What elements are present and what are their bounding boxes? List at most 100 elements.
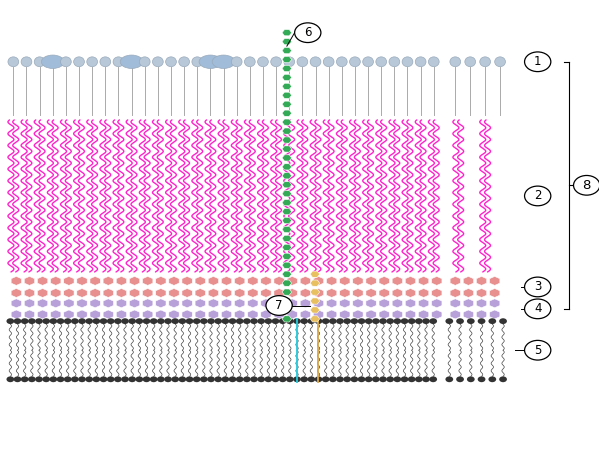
Ellipse shape: [363, 57, 373, 67]
Circle shape: [214, 376, 222, 382]
Ellipse shape: [199, 55, 222, 68]
Circle shape: [358, 376, 365, 382]
Ellipse shape: [152, 57, 163, 67]
Circle shape: [467, 318, 475, 324]
Text: 7: 7: [275, 299, 283, 312]
Circle shape: [207, 318, 215, 324]
Circle shape: [49, 318, 57, 324]
Circle shape: [114, 376, 122, 382]
Ellipse shape: [402, 57, 413, 67]
Circle shape: [56, 318, 64, 324]
Ellipse shape: [8, 57, 19, 67]
Circle shape: [524, 340, 551, 360]
Text: 2: 2: [534, 189, 541, 202]
Circle shape: [467, 376, 475, 382]
Circle shape: [56, 376, 64, 382]
Circle shape: [143, 376, 151, 382]
Circle shape: [107, 318, 115, 324]
Ellipse shape: [113, 57, 124, 67]
Circle shape: [456, 318, 464, 324]
Circle shape: [92, 318, 100, 324]
Circle shape: [415, 376, 423, 382]
Circle shape: [386, 376, 394, 382]
Ellipse shape: [350, 57, 361, 67]
Ellipse shape: [284, 57, 295, 67]
Circle shape: [100, 318, 107, 324]
Text: 6: 6: [304, 26, 311, 39]
Circle shape: [314, 376, 322, 382]
Circle shape: [336, 376, 344, 382]
Circle shape: [415, 318, 423, 324]
Ellipse shape: [100, 57, 110, 67]
Circle shape: [42, 376, 50, 382]
Circle shape: [488, 376, 496, 382]
Ellipse shape: [323, 57, 334, 67]
Circle shape: [236, 376, 244, 382]
Text: 4: 4: [534, 302, 541, 315]
Circle shape: [157, 318, 165, 324]
Circle shape: [293, 318, 301, 324]
Circle shape: [185, 318, 193, 324]
Circle shape: [128, 318, 136, 324]
Circle shape: [7, 318, 14, 324]
Ellipse shape: [21, 57, 32, 67]
Circle shape: [365, 376, 373, 382]
Circle shape: [445, 376, 453, 382]
Circle shape: [171, 318, 179, 324]
Circle shape: [499, 318, 507, 324]
Circle shape: [379, 318, 387, 324]
Circle shape: [336, 318, 344, 324]
Circle shape: [78, 376, 86, 382]
Circle shape: [178, 376, 186, 382]
Circle shape: [408, 318, 416, 324]
Circle shape: [372, 376, 380, 382]
Circle shape: [286, 376, 294, 382]
Circle shape: [272, 318, 280, 324]
Circle shape: [408, 376, 416, 382]
Circle shape: [64, 376, 71, 382]
Circle shape: [272, 376, 280, 382]
Ellipse shape: [41, 55, 64, 68]
Circle shape: [143, 318, 151, 324]
Circle shape: [322, 376, 329, 382]
Ellipse shape: [179, 57, 190, 67]
Circle shape: [401, 376, 409, 382]
Circle shape: [499, 376, 507, 382]
Circle shape: [35, 376, 43, 382]
Ellipse shape: [87, 57, 98, 67]
Circle shape: [221, 376, 229, 382]
Circle shape: [150, 318, 158, 324]
Circle shape: [365, 318, 373, 324]
Circle shape: [343, 376, 351, 382]
Circle shape: [350, 318, 358, 324]
Ellipse shape: [465, 57, 476, 67]
Ellipse shape: [74, 57, 85, 67]
Circle shape: [28, 376, 36, 382]
Circle shape: [35, 318, 43, 324]
Circle shape: [524, 277, 551, 297]
Circle shape: [279, 376, 287, 382]
Circle shape: [28, 318, 36, 324]
Circle shape: [85, 376, 93, 382]
Circle shape: [478, 376, 485, 382]
Circle shape: [358, 318, 365, 324]
Circle shape: [386, 318, 394, 324]
Circle shape: [265, 318, 272, 324]
Ellipse shape: [257, 57, 268, 67]
Circle shape: [295, 23, 321, 43]
Text: 3: 3: [534, 280, 541, 293]
Circle shape: [322, 318, 329, 324]
Circle shape: [307, 318, 315, 324]
Circle shape: [42, 318, 50, 324]
Circle shape: [422, 318, 430, 324]
Ellipse shape: [428, 57, 439, 67]
Text: 8: 8: [583, 179, 591, 192]
Circle shape: [7, 376, 14, 382]
Ellipse shape: [480, 57, 491, 67]
Circle shape: [372, 318, 380, 324]
Ellipse shape: [271, 57, 281, 67]
Circle shape: [243, 376, 251, 382]
Circle shape: [300, 376, 308, 382]
Circle shape: [314, 318, 322, 324]
Ellipse shape: [389, 57, 400, 67]
